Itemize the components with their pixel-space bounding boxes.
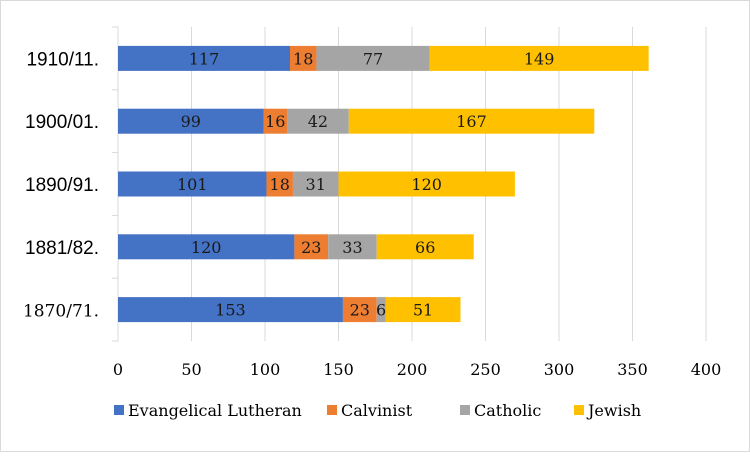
data-label: 66 [415, 238, 435, 257]
bar-segment-jewish [376, 234, 474, 260]
data-label: 33 [342, 238, 362, 257]
x-tick-labels: 0 50 100 150 200 250 300 350 400 [113, 360, 721, 379]
data-label: 23 [350, 301, 370, 320]
data-label: 99 [181, 112, 201, 131]
category-label: 1870/71. [23, 302, 99, 322]
x-tick-label: 150 [323, 360, 354, 379]
bars: 117 18 77 149 99 16 42 167 101 18 31 120 120 23 33 66 15… [118, 45, 649, 323]
x-tick-label: 250 [470, 360, 501, 379]
data-label: 117 [189, 49, 220, 68]
x-tick-label: 0 [113, 360, 123, 379]
bar-segment-calvinist [342, 297, 377, 323]
category-label: 1881/82. [25, 238, 99, 259]
data-label: 149 [524, 49, 555, 68]
bar-segment-calvinist [266, 171, 293, 197]
data-label: 77 [363, 49, 383, 68]
data-label: 16 [265, 112, 285, 131]
bar-segment-evangelical-lutheran [118, 108, 264, 134]
category-label: 1890/91. [25, 175, 99, 196]
data-label: 6 [376, 301, 386, 320]
bar-segment-evangelical-lutheran [118, 234, 295, 260]
bar-segment-evangelical-lutheran [118, 45, 290, 71]
bar-segment-catholic [376, 297, 386, 323]
x-tick-label: 200 [397, 360, 428, 379]
data-label: 101 [177, 175, 208, 194]
data-label: 23 [301, 238, 321, 257]
data-label: 51 [413, 301, 433, 320]
data-label: 120 [191, 238, 222, 257]
data-label: 153 [215, 301, 246, 320]
legend-label-evangelical-lutheran: Evangelical Lutheran [128, 401, 302, 420]
x-tick-label: 400 [691, 360, 722, 379]
legend-swatch-calvinist [327, 405, 337, 415]
data-label: 31 [306, 175, 326, 194]
bar-segment-calvinist [263, 108, 288, 134]
bar-segment-evangelical-lutheran [118, 171, 267, 197]
data-label: 42 [308, 112, 328, 131]
bar-segment-catholic [287, 108, 349, 134]
bar-segment-calvinist [294, 234, 329, 260]
x-tick-label: 100 [250, 360, 281, 379]
category-label: 1900/01. [25, 112, 99, 133]
legend: Evangelical Lutheran Calvinist Catholic Jew… [114, 401, 641, 420]
bar-segment-evangelical-lutheran [118, 297, 343, 323]
bar-segment-jewish [338, 171, 515, 197]
x-tick-label: 350 [617, 360, 648, 379]
bar-segment-jewish [348, 108, 595, 134]
x-tick-label: 50 [181, 360, 201, 379]
category-label: 1910/11. [26, 49, 99, 70]
data-label: 120 [411, 175, 442, 194]
bar-segment-catholic [328, 234, 377, 260]
legend-label-calvinist: Calvinist [341, 401, 413, 420]
bar-segment-jewish [429, 45, 649, 71]
legend-swatch-evangelical-lutheran [114, 405, 124, 415]
bar-segment-jewish [385, 297, 461, 323]
data-label: 18 [270, 175, 290, 194]
x-tick-label: 300 [544, 360, 575, 379]
data-label: 167 [456, 112, 487, 131]
legend-swatch-jewish [574, 405, 584, 415]
bar-segment-calvinist [289, 45, 317, 71]
legend-swatch-catholic [460, 405, 470, 415]
category-labels: 1910/11. 1900/01. 1890/91. 1881/82. 1870/71. [23, 49, 99, 321]
legend-label-jewish: Jewish [586, 401, 641, 420]
bar-segment-catholic [316, 45, 430, 71]
data-label: 18 [293, 49, 313, 68]
y-axis-line [112, 26, 119, 342]
legend-label-catholic: Catholic [474, 401, 541, 420]
bar-segment-catholic [292, 171, 339, 197]
